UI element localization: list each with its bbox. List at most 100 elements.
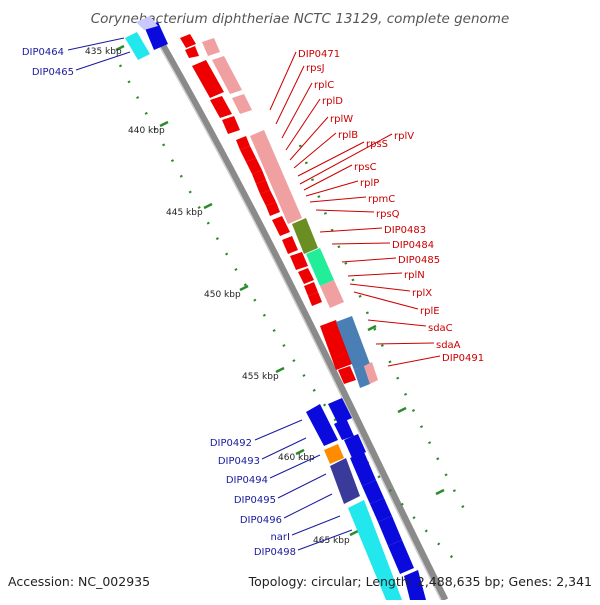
ruler-tick-440 [159,120,169,128]
ruler-label-440: 440 kbp [128,126,165,136]
gene-label-dip0496[interactable]: DIP0496 [240,515,282,526]
callout-line [309,196,367,203]
gene-arrow-blue-top [144,22,168,50]
gene-block-pink-long [250,130,302,224]
gene-label-rplc[interactable]: rplC [314,80,334,91]
callout-line [303,164,353,191]
gene-block-olive [292,218,318,254]
gene-label-rple[interactable]: rplE [420,306,440,317]
callout-line [67,37,125,51]
gene-arrow-cyan-top [125,32,150,60]
ruler-tick-460 [295,448,305,456]
gene-label-dip0492[interactable]: DIP0492 [210,438,252,449]
gene-label-sdaa[interactable]: sdaA [436,340,461,351]
gene-label-dip0465[interactable]: DIP0465 [32,67,74,78]
callout-line [347,272,403,277]
gene-arrow-red [240,146,256,162]
gene-arrow-red [320,320,352,370]
gene-arrow-red [210,96,232,118]
gene-label-rpsc[interactable]: rpsC [354,162,377,173]
gene-label-rplb[interactable]: rplB [338,130,358,141]
genome-backbone [151,30,449,602]
callout-line [341,257,397,263]
gene-block-pink-small [364,362,378,384]
callout-line [275,65,305,125]
callout-line [75,51,131,71]
gene-label-dip0483[interactable]: DIP0483 [384,225,426,236]
gene-block-light-top [136,16,158,30]
ruler-tick-465 [349,529,359,537]
gene-arrow-red [282,236,298,254]
gene-label-dip0493[interactable]: DIP0493 [218,456,260,467]
gene-arrow-red [308,292,322,306]
gene-label-nari[interactable]: narI [270,532,290,543]
gene-label-rplp[interactable]: rplP [360,178,379,189]
topology-text: Topology: circular; Length: 2,488,635 bp… [248,574,592,589]
gene-block-steelblue [336,316,370,370]
gene-labels-right: DIP0471 rpsJ rplC rplD rplW rplB rpsS rp… [298,49,484,364]
gene-label-dip0471[interactable]: DIP0471 [298,49,340,60]
callout-line [331,242,391,245]
gene-label-rplv[interactable]: rplV [394,131,414,142]
gene-label-rpss[interactable]: rpsS [366,139,388,150]
gene-label-rplx[interactable]: rplX [412,288,432,299]
callout-line [293,132,337,169]
gene-label-rpld[interactable]: rplD [322,96,343,107]
gene-arrow-blue-bottom [404,570,426,600]
callout-line [261,437,307,460]
ruler-label-465: 465 kbp [313,536,350,546]
gene-arrow-red [260,190,276,206]
gene-arrow-red [252,170,266,184]
gene-arrow-blue [328,398,352,424]
callout-line [319,227,383,233]
gene-group-bottom [306,398,426,600]
ruler-label-450: 450 kbp [204,290,241,300]
map-title: Corynebacterium diphtheriae NCTC 13129, … [91,11,510,27]
ruler-tick-right-2 [435,488,445,496]
gene-arrow-blue [306,404,338,446]
callout-line [291,515,341,536]
gene-label-dip0494[interactable]: DIP0494 [226,475,268,486]
gene-label-rpsq[interactable]: rpsQ [376,209,400,220]
gene-label-rpln[interactable]: rplN [404,270,425,281]
gene-label-rplw[interactable]: rplW [330,114,353,125]
callout-line [367,319,427,327]
gene-label-dip0498[interactable]: DIP0498 [254,547,296,558]
genome-backbone-highlight [151,32,442,601]
gene-block-orange [324,444,344,464]
gene-arrow-red [304,282,318,296]
callout-line [299,133,393,185]
gene-arrow-blue [362,480,384,504]
gene-label-rpsj[interactable]: rpsJ [306,63,325,74]
gene-arrow-blue [370,498,392,522]
gene-block-pink [202,38,220,56]
callout-lines-right [269,51,441,367]
gene-label-dip0464[interactable]: DIP0464 [22,47,64,58]
callout-line [297,529,353,551]
gene-label-dip0495[interactable]: DIP0495 [234,495,276,506]
callout-line [305,180,359,197]
callout-line [289,116,329,161]
gene-labels-left: DIP0464 DIP0465 DIP0492 DIP0493 DIP0494 … [22,47,296,558]
callout-line [349,283,411,292]
callout-line [375,342,435,345]
gene-arrow-red [298,268,314,284]
callout-line [283,493,333,519]
gene-block-cyan-long [348,500,402,600]
gene-label-dip0485[interactable]: DIP0485 [398,255,440,266]
gene-arrow-red [272,216,290,236]
gene-arrow-red [256,180,270,194]
gene-arrow-blue [350,452,376,486]
gene-block-pink [232,94,252,114]
gene-label-dip0484[interactable]: DIP0484 [392,240,434,251]
gene-label-rpmc[interactable]: rpmC [368,194,395,205]
ruler-tick-right-3 [367,324,377,332]
gene-label-dip0491[interactable]: DIP0491 [442,353,484,364]
callout-line [281,82,313,139]
ruler-label-455: 455 kbp [242,372,279,382]
gene-block-pink [212,56,242,94]
gene-arrow-blue [388,540,414,574]
gene-label-sdac[interactable]: sdaC [428,323,453,334]
